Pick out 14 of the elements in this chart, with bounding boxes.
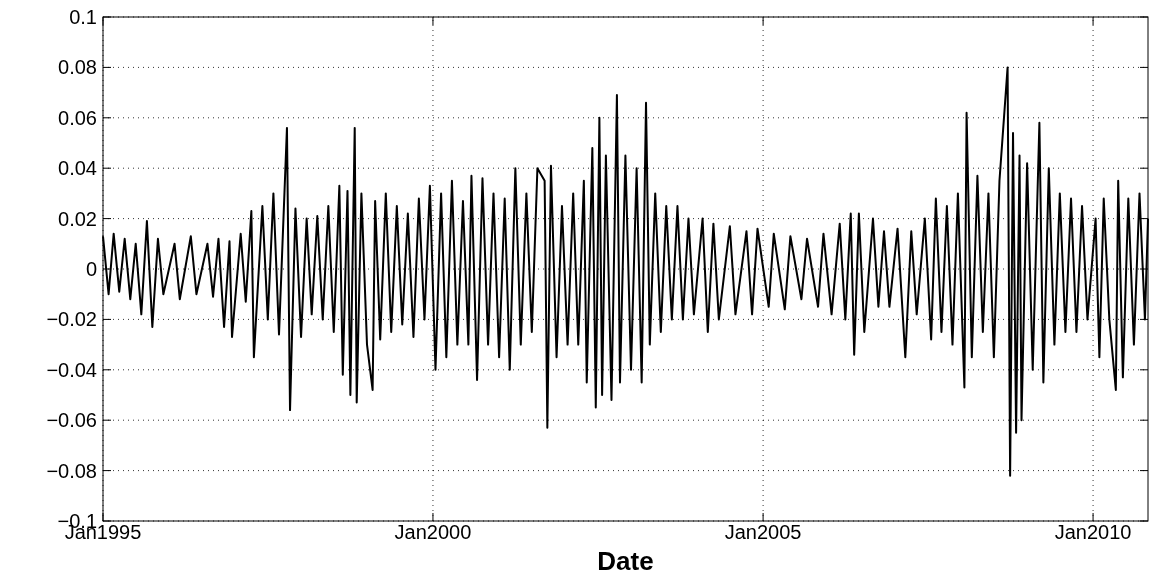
x-axis-title: Date — [597, 546, 654, 576]
y-tick-label: 0.02 — [58, 207, 97, 230]
y-tick-label: 0.06 — [58, 106, 97, 129]
x-tick-label: Jan2000 — [394, 521, 472, 543]
y-tick-label: 0.04 — [58, 157, 97, 180]
y-tick-label: 0.1 — [69, 6, 97, 28]
y-tick-label: −0.04 — [46, 358, 97, 381]
y-tick-label: 0 — [85, 258, 97, 280]
x-tick-label: Jan2010 — [1054, 521, 1132, 543]
y-tick-label: 0.08 — [58, 56, 97, 79]
y-tick-label: −0.06 — [46, 409, 97, 432]
y-tick-label: −0.02 — [46, 308, 97, 331]
y-tick-label: −0.08 — [46, 459, 97, 482]
x-tick-label: Jan2005 — [724, 521, 802, 543]
